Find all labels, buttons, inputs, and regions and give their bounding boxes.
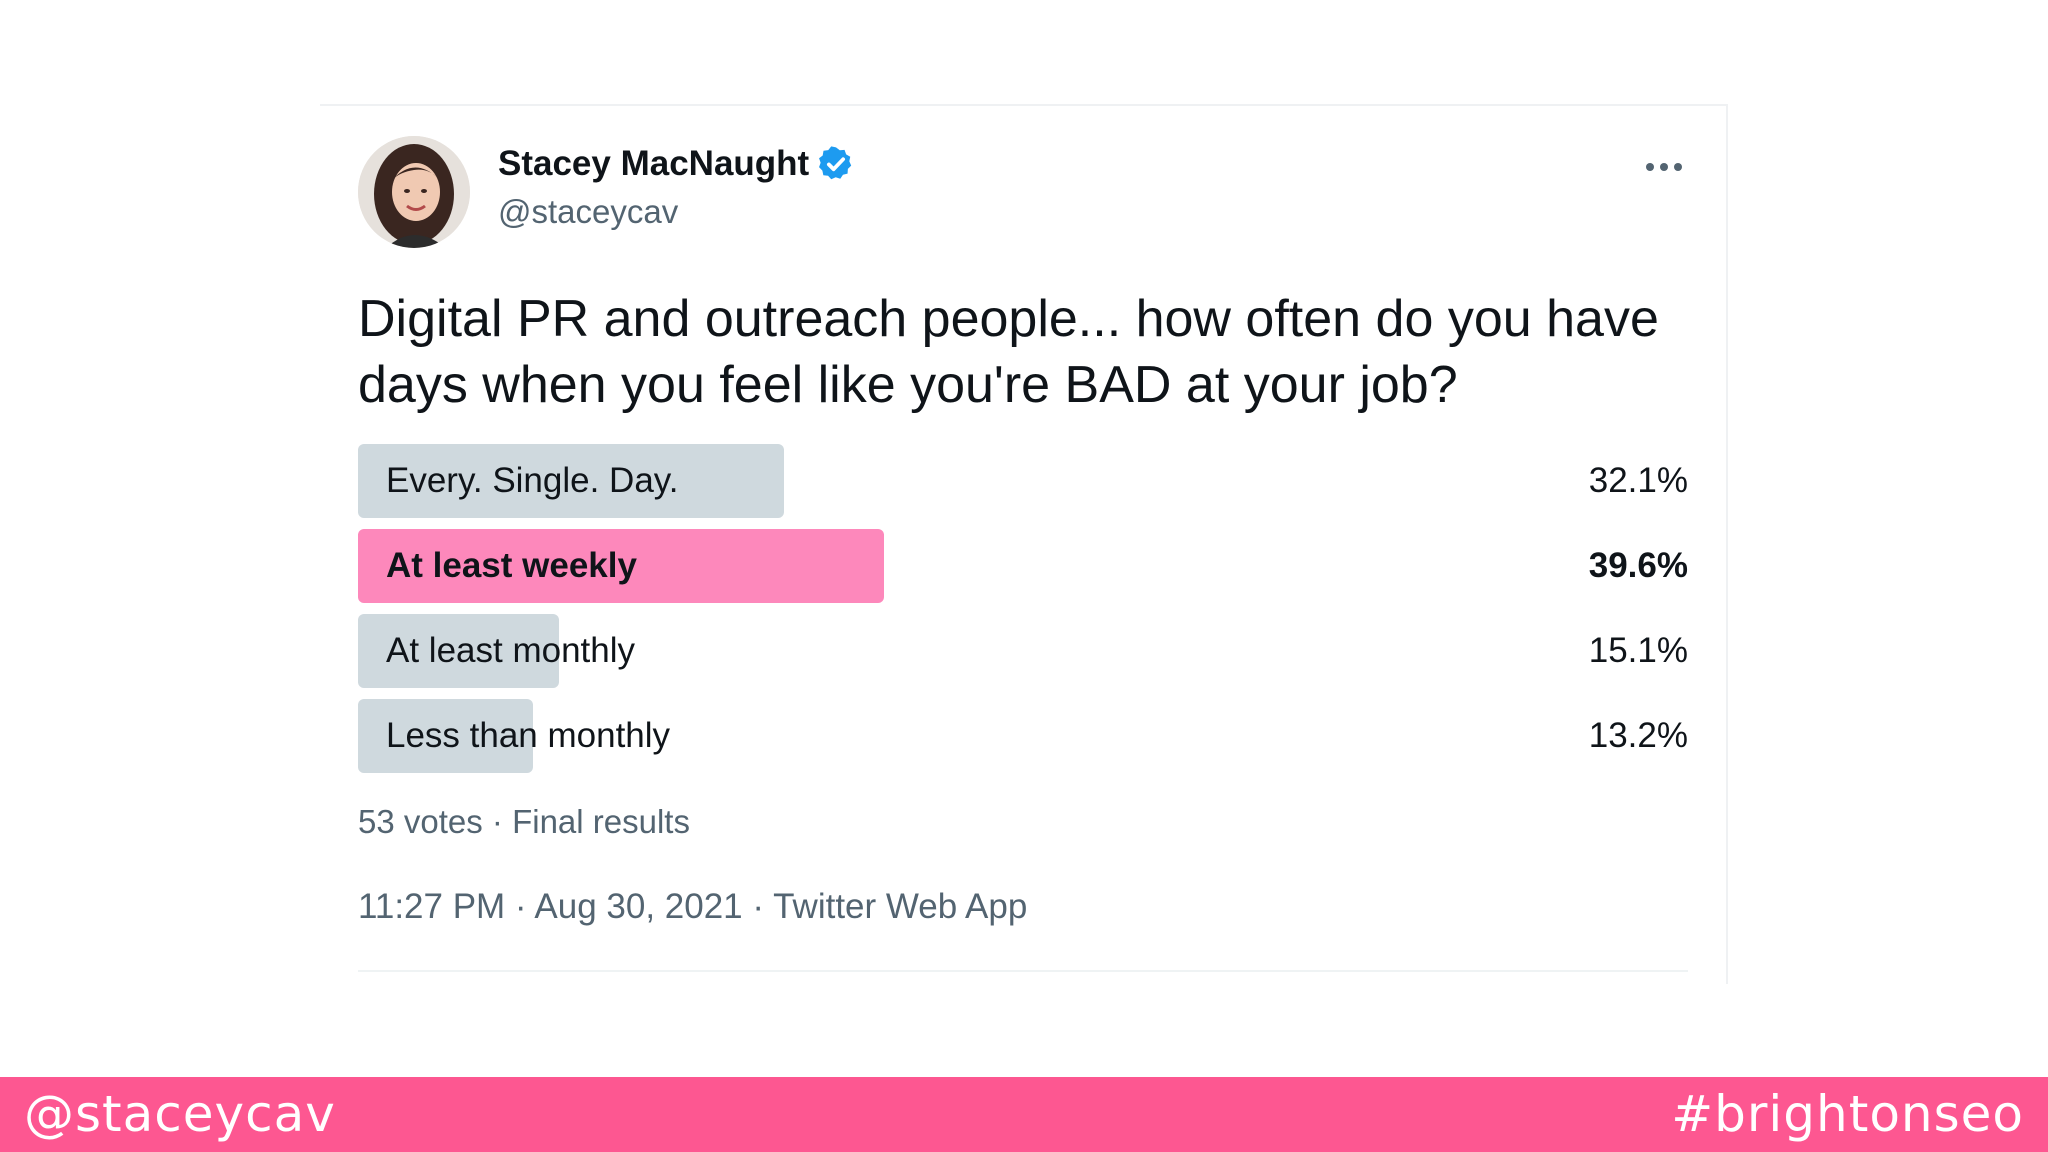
author-name-text: Stacey MacNaught xyxy=(498,144,810,183)
poll-bar xyxy=(358,529,884,603)
divider xyxy=(358,970,1688,972)
poll-option-percent: 15.1% xyxy=(1588,631,1688,670)
poll-option-winner: At least weekly 39.6% xyxy=(358,529,1688,603)
poll-option: Every. Single. Day. 32.1% xyxy=(358,444,1688,518)
footer-bar: @staceycav #brightonseo xyxy=(0,1077,2048,1152)
poll-option-label: At least weekly xyxy=(386,546,637,585)
poll-option-percent: 39.6% xyxy=(1588,546,1688,585)
author-display-name[interactable]: Stacey MacNaught xyxy=(498,142,855,186)
poll-option-percent: 13.2% xyxy=(1588,716,1688,755)
author-handle[interactable]: @staceycav xyxy=(498,193,679,230)
tweet-timestamp[interactable]: 11:27 PM · Aug 30, 2021 · Twitter Web Ap… xyxy=(358,887,1028,926)
poll-option: Less than monthly 13.2% xyxy=(358,699,1688,773)
poll-bar xyxy=(358,444,784,518)
poll-summary: 53 votes · Final results xyxy=(358,803,690,840)
tweet-text: Digital PR and outreach people... how of… xyxy=(358,290,1659,414)
poll: Every. Single. Day. 32.1% At least weekl… xyxy=(358,444,1688,784)
more-options-icon[interactable] xyxy=(1640,150,1688,184)
footer-hashtag: #brightonseo xyxy=(1671,1085,2024,1143)
user-avatar-icon xyxy=(358,136,470,248)
poll-bar xyxy=(358,699,533,773)
poll-option-percent: 32.1% xyxy=(1588,461,1688,500)
avatar[interactable] xyxy=(358,136,470,248)
poll-option: At least monthly 15.1% xyxy=(358,614,1688,688)
footer-handle: @staceycav xyxy=(24,1085,336,1143)
poll-option-label: Every. Single. Day. xyxy=(386,461,679,500)
poll-option-label: Less than monthly xyxy=(386,716,671,755)
poll-option-label: At least monthly xyxy=(386,631,635,670)
poll-bar xyxy=(358,614,559,688)
verified-badge-icon xyxy=(817,145,855,183)
